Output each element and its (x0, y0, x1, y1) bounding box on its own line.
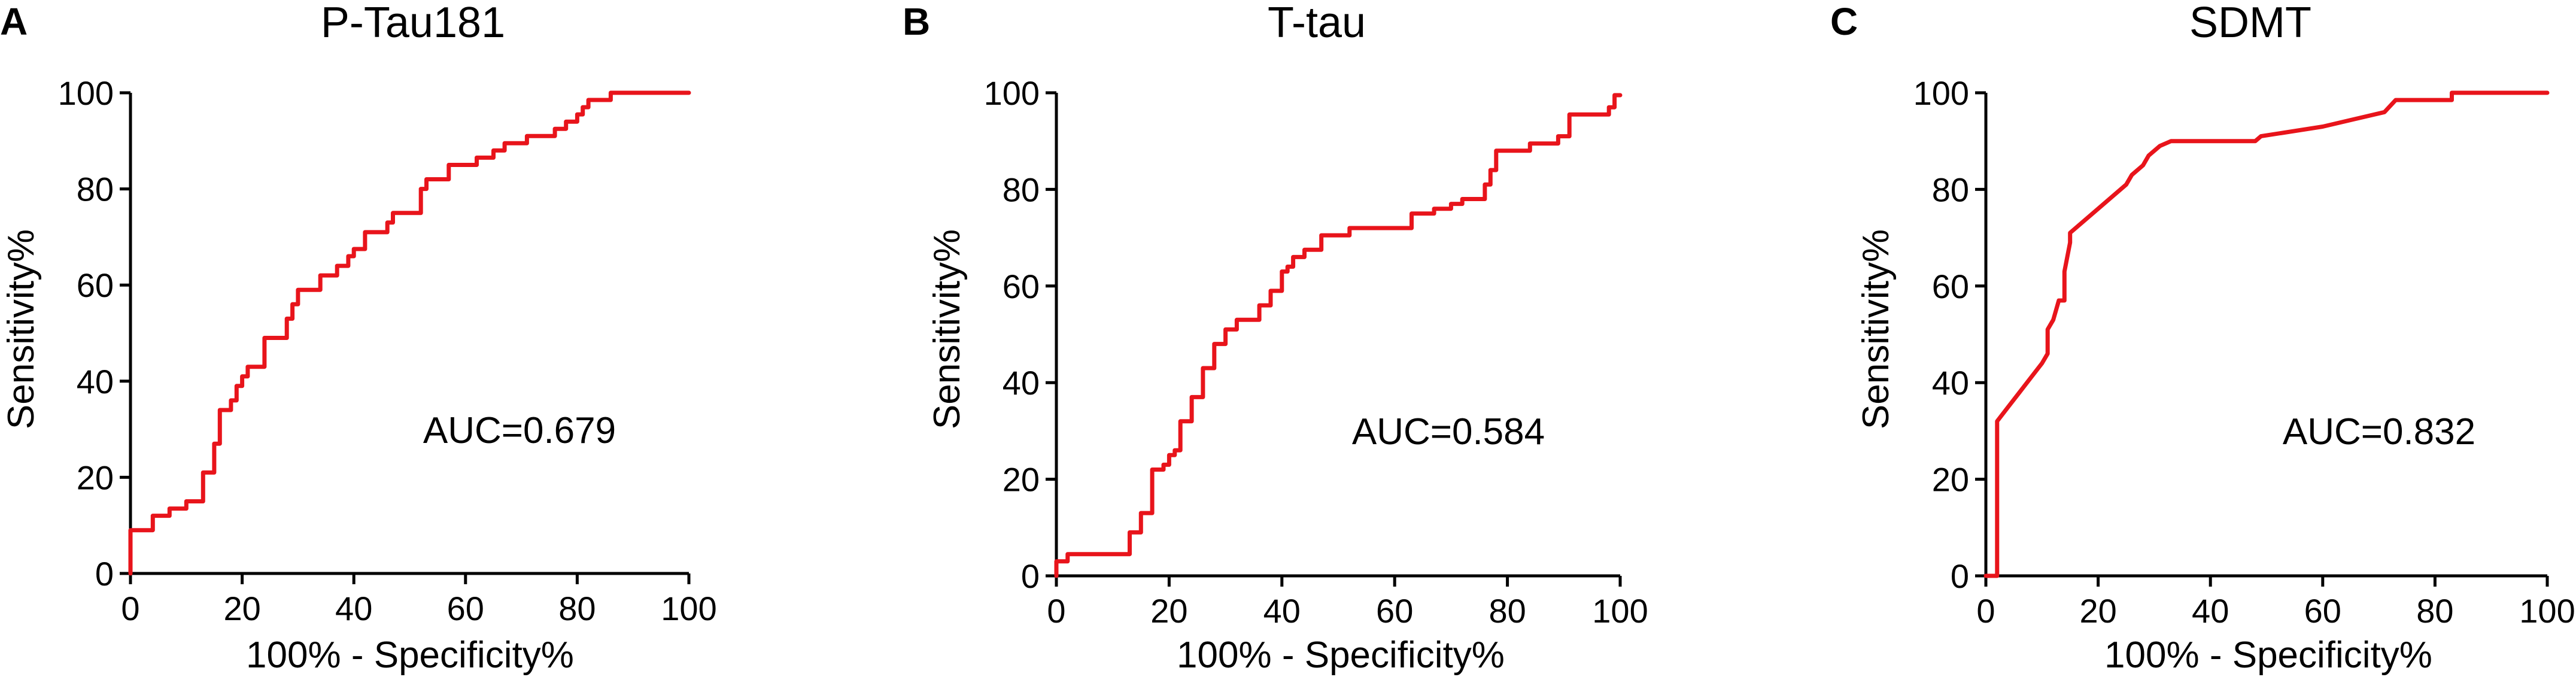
panel-c-y-tick-label: 20 (1932, 461, 1969, 499)
panel-c-y-tick-label: 0 (1951, 557, 1969, 595)
panel-b-letter: B (903, 0, 930, 43)
panel-b-ylabel: Sensitivity% (926, 229, 968, 429)
panel-b-x-tick-label: 80 (1489, 592, 1526, 630)
panel-a-y-tick-label: 40 (77, 363, 114, 400)
panel-a-x-tick-label: 20 (223, 590, 260, 627)
panel-c-x-tick-label: 20 (2079, 592, 2116, 630)
panel-c-y-tick-label: 100 (1913, 74, 1969, 112)
panel-a-y-tick-label: 0 (95, 555, 114, 593)
panel-b-x-tick-label: 0 (1047, 592, 1065, 630)
panel-b-x-tick-label: 60 (1376, 592, 1413, 630)
panel-a-x-tick-label: 100 (661, 590, 716, 627)
panel-b-x-tick-label: 100 (1592, 592, 1648, 630)
panel-b-roc-curve (1054, 93, 1623, 578)
panel-b-title: T-tau (1268, 0, 1366, 47)
panel-c-y-tick-label: 80 (1932, 171, 1969, 208)
panel-b-xlabel: 100% - Specificity% (1177, 635, 1505, 676)
panel-a-y-tick-label: 100 (58, 74, 114, 112)
panel-b: B T-tau Sensitivity% 100% - Specificity%… (903, 0, 1648, 676)
panel-b-y-tick-label: 100 (984, 74, 1040, 112)
panel-a-x-tick-label: 40 (335, 590, 372, 627)
panel-a-y-tick-label: 80 (77, 171, 114, 208)
panel-a-plot: 0 20 40 60 80 100 0 20 40 60 80 100 (58, 74, 717, 627)
panel-c-y-tick-label: 60 (1932, 268, 1969, 305)
panel-c-x-tick-label: 0 (1976, 592, 1995, 630)
panel-b-auc: AUC=0.584 (1352, 411, 1545, 453)
panel-b-y-tick-label: 40 (1003, 364, 1040, 402)
panel-c-auc: AUC=0.832 (2283, 411, 2475, 453)
panel-a-ylabel: Sensitivity% (1, 229, 42, 429)
panel-a-auc: AUC=0.679 (423, 410, 616, 451)
panel-a-title: P-Tau181 (321, 0, 505, 47)
panel-c-roc-curve (1983, 90, 2550, 578)
panel-c: C SDMT Sensitivity% 100% - Specificity% … (1830, 0, 2575, 676)
panel-b-y-tick-label: 0 (1021, 557, 1040, 595)
panel-a-y-tick-label: 20 (77, 459, 114, 496)
panel-a-letter: A (0, 0, 28, 43)
panel-c-x-tick-label: 60 (2304, 592, 2341, 630)
panel-b-x-tick-label: 40 (1263, 592, 1301, 630)
panel-c-x-tick-label: 100 (2519, 592, 2575, 630)
panel-a-xlabel: 100% - Specificity% (246, 635, 574, 676)
panel-c-letter: C (1830, 0, 1858, 43)
panel-b-y-tick-label: 20 (1003, 461, 1040, 499)
panel-b-x-tick-label: 20 (1150, 592, 1187, 630)
panel-c-x-tick-label: 80 (2416, 592, 2453, 630)
panel-a-roc-curve (128, 90, 691, 576)
panel-a: A P-Tau181 Sensitivity% 100% - Specifici… (0, 0, 717, 676)
panel-a-y-tick-label: 60 (77, 266, 114, 304)
panel-c-ylabel: Sensitivity% (1855, 229, 1897, 429)
panel-b-y-tick-label: 60 (1003, 268, 1040, 305)
panel-a-x-tick-label: 0 (121, 590, 139, 627)
panel-c-xlabel: 100% - Specificity% (2104, 635, 2432, 676)
panel-c-plot: 0 20 40 60 80 100 0 20 40 60 80 100 (1913, 74, 2575, 630)
panel-b-y-tick-label: 80 (1003, 171, 1040, 208)
panel-c-title: SDMT (2189, 0, 2311, 47)
panel-c-x-tick-label: 40 (2192, 592, 2229, 630)
panel-a-x-tick-label: 80 (558, 590, 596, 627)
panel-b-plot: 0 20 40 60 80 100 0 20 40 60 80 100 (984, 74, 1648, 630)
panel-c-y-tick-label: 40 (1932, 364, 1969, 402)
panel-a-x-tick-label: 60 (447, 590, 484, 627)
